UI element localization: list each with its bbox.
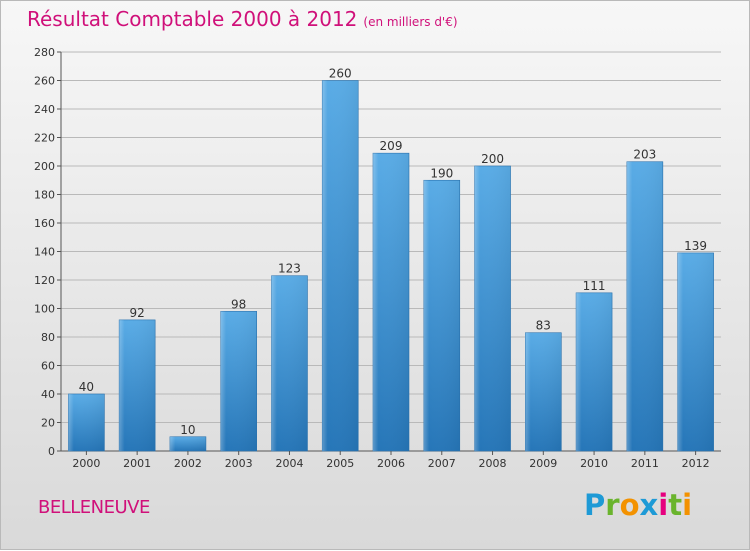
- bar-shine: [220, 311, 257, 451]
- logo-letter: P: [584, 488, 606, 522]
- town-name: BELLENEUVE: [38, 497, 150, 518]
- data-label: 200: [481, 152, 504, 166]
- y-tick-label: 40: [41, 388, 55, 401]
- x-tick-label: 2010: [580, 457, 608, 470]
- x-tick-label: 2001: [123, 457, 151, 470]
- y-tick-label: 100: [34, 303, 55, 316]
- x-tick-label: 2006: [377, 457, 405, 470]
- logo-letter: x: [639, 488, 659, 522]
- chart-title: Résultat Comptable 2000 à 2012 (en millie…: [27, 7, 458, 31]
- data-label: 111: [583, 279, 606, 293]
- x-tick-label: 2009: [529, 457, 557, 470]
- y-tick-label: 260: [34, 75, 55, 88]
- data-label: 260: [329, 67, 352, 81]
- data-label: 209: [380, 139, 403, 153]
- bar-shine: [271, 275, 308, 451]
- logo-letter: o: [619, 488, 640, 522]
- y-tick-label: 140: [34, 246, 55, 259]
- data-label: 10: [180, 423, 195, 437]
- y-tick-label: 0: [48, 445, 55, 458]
- bar-shine: [423, 180, 460, 451]
- y-tick-label: 20: [41, 417, 55, 430]
- proxiti-logo: Proxiti: [584, 488, 692, 522]
- x-tick-label: 2005: [326, 457, 354, 470]
- y-tick-label: 200: [34, 160, 55, 173]
- logo-letter: i: [658, 488, 669, 522]
- x-tick-label: 2000: [72, 457, 100, 470]
- logo-letter: r: [605, 488, 620, 522]
- title-text: Résultat Comptable 2000 à 2012: [27, 7, 358, 31]
- bar-shine: [373, 153, 409, 452]
- bar-shine: [525, 332, 562, 451]
- data-label: 83: [536, 319, 551, 333]
- y-tick-label: 240: [34, 103, 55, 116]
- data-label: 98: [231, 297, 246, 311]
- y-tick-label: 160: [34, 217, 55, 230]
- title-unit: (en milliers d'€): [363, 15, 458, 29]
- x-tick-label: 2011: [631, 457, 659, 470]
- bar-shine: [68, 394, 105, 451]
- y-tick-label: 220: [34, 132, 55, 145]
- x-tick-label: 2012: [682, 457, 710, 470]
- x-tick-label: 2002: [174, 457, 202, 470]
- bar-shine: [677, 252, 714, 451]
- y-tick-label: 80: [41, 331, 55, 344]
- bar-shine: [626, 161, 663, 451]
- logo-letter: i: [682, 488, 693, 522]
- data-label: 203: [633, 148, 656, 162]
- data-label: 92: [130, 306, 145, 320]
- bar-shine: [119, 319, 156, 451]
- bar-shine: [169, 436, 206, 451]
- data-label: 190: [430, 166, 453, 180]
- data-label: 123: [278, 262, 301, 276]
- y-tick-label: 280: [34, 46, 55, 59]
- y-tick-label: 180: [34, 189, 55, 202]
- x-tick-label: 2007: [428, 457, 456, 470]
- data-label: 139: [684, 239, 707, 253]
- bar-shine: [322, 80, 359, 451]
- x-tick-label: 2008: [479, 457, 507, 470]
- bar-shine: [576, 292, 613, 451]
- x-tick-label: 2004: [275, 457, 303, 470]
- data-label: 40: [79, 380, 94, 394]
- x-tick-label: 2003: [225, 457, 253, 470]
- y-tick-label: 60: [41, 360, 55, 373]
- logo-letter: t: [668, 488, 683, 522]
- bar-shine: [474, 166, 511, 451]
- y-tick-label: 120: [34, 274, 55, 287]
